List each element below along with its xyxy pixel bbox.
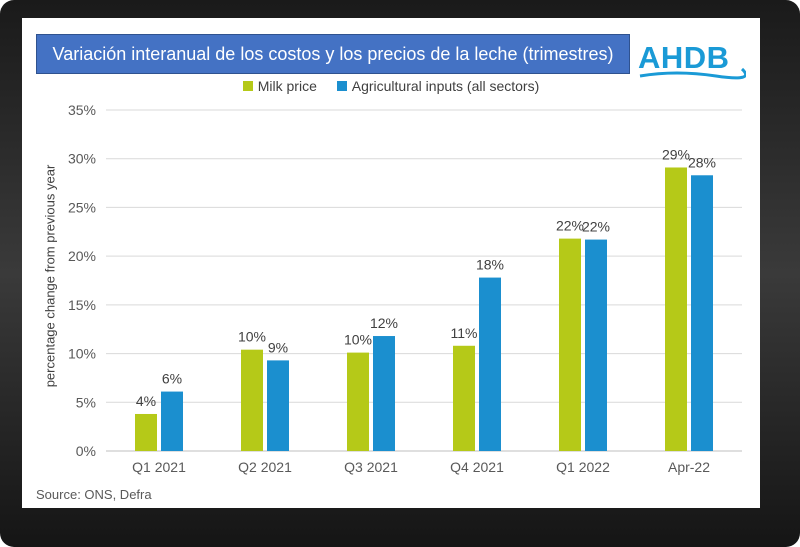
bar-milk-price <box>665 167 687 452</box>
bar-agricultural-inputs <box>267 360 289 451</box>
y-tick-label: 15% <box>68 297 96 313</box>
logo-wave-icon <box>639 67 746 80</box>
legend-swatch-milk-price <box>242 81 253 91</box>
bar-milk-price <box>135 413 157 451</box>
x-tick-label: Q1 2021 <box>132 459 186 475</box>
data-label-milk-price: 10% <box>238 329 266 345</box>
data-label-milk-price: 22% <box>556 218 584 234</box>
x-tick-label: Apr-22 <box>668 459 710 475</box>
bar-agricultural-inputs <box>479 277 501 451</box>
x-tick-label: Q1 2022 <box>556 459 610 475</box>
x-tick-label: Q4 2021 <box>450 459 504 475</box>
y-tick-label: 25% <box>68 199 96 215</box>
data-label-agricultural-inputs: 22% <box>582 219 610 235</box>
data-label-agricultural-inputs: 9% <box>268 339 288 355</box>
chart-legend: Milk price Agricultural inputs (all sect… <box>22 78 760 94</box>
y-tick-label: 30% <box>68 151 96 167</box>
bar-milk-price <box>347 352 369 451</box>
bar-milk-price <box>453 345 475 451</box>
bar-agricultural-inputs <box>161 391 183 451</box>
chart-card: Variación interanual de los costos y los… <box>22 18 760 508</box>
y-tick-label: 5% <box>76 394 96 410</box>
legend-item-agricultural-inputs: Agricultural inputs (all sectors) <box>336 78 540 94</box>
y-tick-label: 35% <box>68 102 96 118</box>
ahdb-logo-text: AHDB <box>638 40 730 75</box>
data-label-milk-price: 4% <box>136 393 156 409</box>
legend-swatch-agricultural-inputs <box>336 81 347 91</box>
chart-title: Variación interanual de los costos y los… <box>36 34 630 74</box>
bar-chart: 0%5%10%15%20%25%30%35%4%6%Q1 202110%9%Q2… <box>68 102 742 475</box>
source-note: Source: ONS, Defra <box>36 487 152 502</box>
legend-label-milk-price: Milk price <box>257 78 317 94</box>
legend-item-milk-price: Milk price <box>242 78 317 94</box>
y-tick-label: 20% <box>68 248 96 264</box>
data-label-agricultural-inputs: 18% <box>476 257 504 273</box>
x-tick-label: Q3 2021 <box>344 459 398 475</box>
data-label-agricultural-inputs: 6% <box>162 371 182 387</box>
bar-milk-price <box>241 349 263 451</box>
data-label-milk-price: 11% <box>451 325 478 341</box>
x-tick-label: Q2 2021 <box>238 459 292 475</box>
bar-agricultural-inputs <box>691 175 713 451</box>
legend-label-agricultural-inputs: Agricultural inputs (all sectors) <box>351 78 540 94</box>
ahdb-logo: AHDB <box>638 40 746 80</box>
bar-agricultural-inputs <box>585 239 607 451</box>
data-label-milk-price: 29% <box>662 146 690 162</box>
data-label-agricultural-inputs: 12% <box>370 315 398 331</box>
data-label-agricultural-inputs: 28% <box>688 154 716 170</box>
data-label-milk-price: 10% <box>344 332 372 348</box>
bar-milk-price <box>559 238 581 451</box>
bar-agricultural-inputs <box>373 336 395 451</box>
y-tick-label: 0% <box>76 443 96 459</box>
y-tick-label: 10% <box>68 346 96 362</box>
